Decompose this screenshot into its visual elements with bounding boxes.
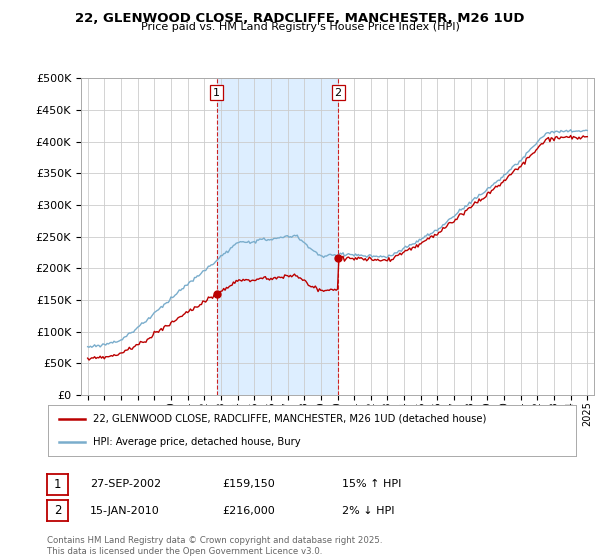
Text: Contains HM Land Registry data © Crown copyright and database right 2025.
This d: Contains HM Land Registry data © Crown c… [47,536,382,556]
Text: 15-JAN-2010: 15-JAN-2010 [90,506,160,516]
Text: Price paid vs. HM Land Registry's House Price Index (HPI): Price paid vs. HM Land Registry's House … [140,22,460,32]
Text: £216,000: £216,000 [222,506,275,516]
Text: 2: 2 [54,504,61,517]
Text: HPI: Average price, detached house, Bury: HPI: Average price, detached house, Bury [93,437,301,447]
Text: 27-SEP-2002: 27-SEP-2002 [90,479,161,489]
Text: 1: 1 [213,87,220,97]
Text: 22, GLENWOOD CLOSE, RADCLIFFE, MANCHESTER, M26 1UD: 22, GLENWOOD CLOSE, RADCLIFFE, MANCHESTE… [75,12,525,25]
Text: 15% ↑ HPI: 15% ↑ HPI [342,479,401,489]
Bar [217,78,338,395]
Text: 2% ↓ HPI: 2% ↓ HPI [342,506,395,516]
Text: 1: 1 [54,478,61,491]
Text: 2: 2 [335,87,342,97]
Text: £159,150: £159,150 [222,479,275,489]
Text: 22, GLENWOOD CLOSE, RADCLIFFE, MANCHESTER, M26 1UD (detached house): 22, GLENWOOD CLOSE, RADCLIFFE, MANCHESTE… [93,414,486,424]
